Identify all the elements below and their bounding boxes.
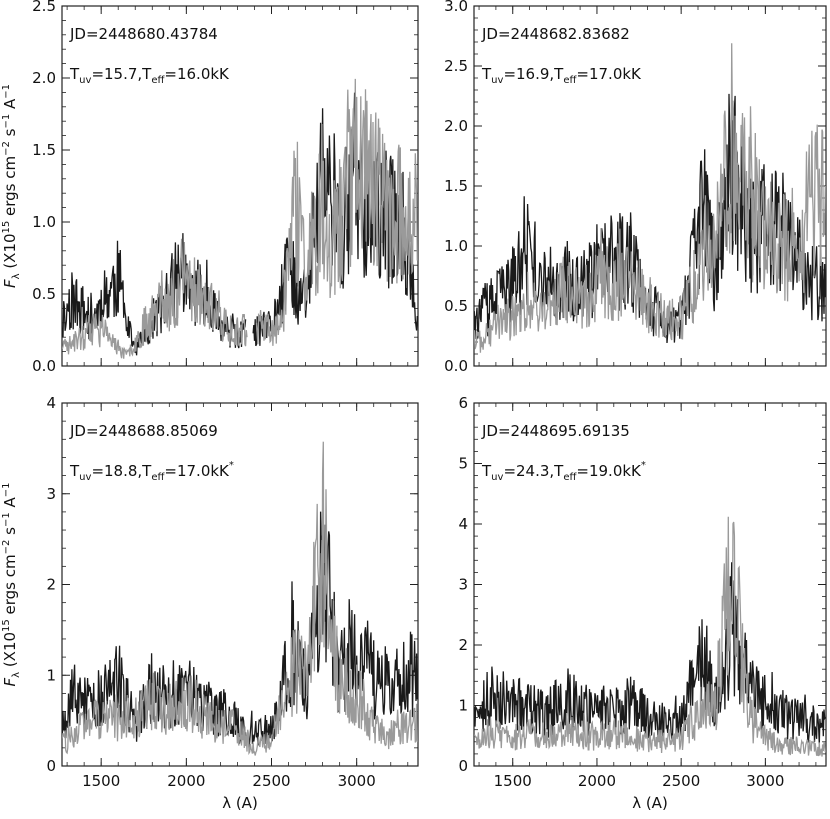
- annotation-temperature: Tuv=15.7,Teff=16.0kK: [69, 65, 230, 86]
- x-tick-label: 2500: [252, 772, 290, 790]
- annotation-temperature: Tuv=16.9,Teff=17.0kK: [481, 65, 642, 86]
- annotation-temperature: Tuv=24.3,Teff=19.0kK*: [481, 460, 646, 483]
- y-tick-label: 1.0: [32, 213, 56, 231]
- annotation-jd: JD=2448682.83682: [481, 25, 630, 43]
- y-tick-label: 1.5: [32, 141, 56, 159]
- y-tick-label: 0: [46, 757, 56, 775]
- y-tick-label: 1.5: [444, 177, 468, 195]
- annotation-jd: JD=2448688.85069: [69, 422, 218, 440]
- annotation-temperature: Tuv=18.8,Teff=17.0kK*: [69, 460, 234, 483]
- y-tick-label: 0.5: [32, 285, 56, 303]
- panel-bottom-left: 0 1 2 3 4 1500 2000 2500 3000 JD=2448688.85069 Tuv…: [1, 394, 419, 812]
- x-tick-label: 2000: [578, 772, 616, 790]
- x-axis-label: λ (A): [632, 794, 668, 812]
- annotation-jd: JD=2448680.43784: [69, 25, 218, 43]
- y-tick-label: 1: [458, 697, 468, 715]
- y-tick-label: 2.0: [32, 69, 56, 87]
- y-tick-label: 1: [46, 666, 56, 684]
- y-axis-label: Fλ (X1015 ergs cm−2 s−1 A−1: [1, 84, 22, 288]
- y-tick-label: 0.0: [32, 357, 56, 375]
- x-tick-label: 2000: [167, 772, 205, 790]
- y-tick-label: 4: [458, 515, 468, 533]
- y-tick-label: 2: [458, 636, 468, 654]
- y-tick-label: 3.0: [444, 0, 468, 15]
- series-line-black: [474, 562, 826, 745]
- series-line-gray: [474, 43, 826, 353]
- y-tick-label: 0: [458, 757, 468, 775]
- y-tick-label: 6: [458, 394, 468, 412]
- y-tick-label: 2: [46, 576, 56, 594]
- y-tick-label: 0.5: [444, 297, 468, 315]
- annotation-jd: JD=2448695.69135: [481, 422, 630, 440]
- x-tick-label: 3000: [746, 772, 784, 790]
- y-tick-label: 4: [46, 394, 56, 412]
- panel-top-right: 0.0 0.5 1.0 1.5 2.0 2.5 3.0 JD=2448682.83682 Tuv…: [444, 0, 827, 375]
- series-line-gray: [62, 441, 418, 756]
- series-line-black: [474, 81, 826, 344]
- x-axis-label: λ (A): [222, 794, 258, 812]
- series-line-gray: [474, 516, 826, 757]
- panel-top-left: 0.0 0.5 1.0 1.5 2.0 2.5 JD=2448680.43784 Tuv=15…: [1, 0, 419, 375]
- y-tick-label: 0.0: [444, 357, 468, 375]
- x-tick-label: 1500: [82, 772, 120, 790]
- series-line-gray: [62, 78, 418, 359]
- y-tick-label: 1.0: [444, 237, 468, 255]
- plot-frame: [61, 5, 419, 367]
- x-tick-label: 1500: [494, 772, 532, 790]
- y-tick-label: 3: [458, 576, 468, 594]
- y-tick-label: 2.5: [444, 57, 468, 75]
- y-tick-label: 2.0: [444, 117, 468, 135]
- y-axis-label: Fλ (X1015 ergs cm−2 s−1 A−1: [1, 482, 22, 686]
- y-tick-label: 3: [46, 485, 56, 503]
- panel-bottom-right: 0 1 2 3 4 5 6 1500 2000 2500 3000 JD=2448695.69135 T…: [458, 394, 827, 812]
- x-tick-label: 2500: [662, 772, 700, 790]
- y-tick-label: 5: [458, 455, 468, 473]
- y-tick-label: 2.5: [32, 0, 56, 15]
- series-line-black: [62, 511, 418, 748]
- x-tick-label: 3000: [338, 772, 376, 790]
